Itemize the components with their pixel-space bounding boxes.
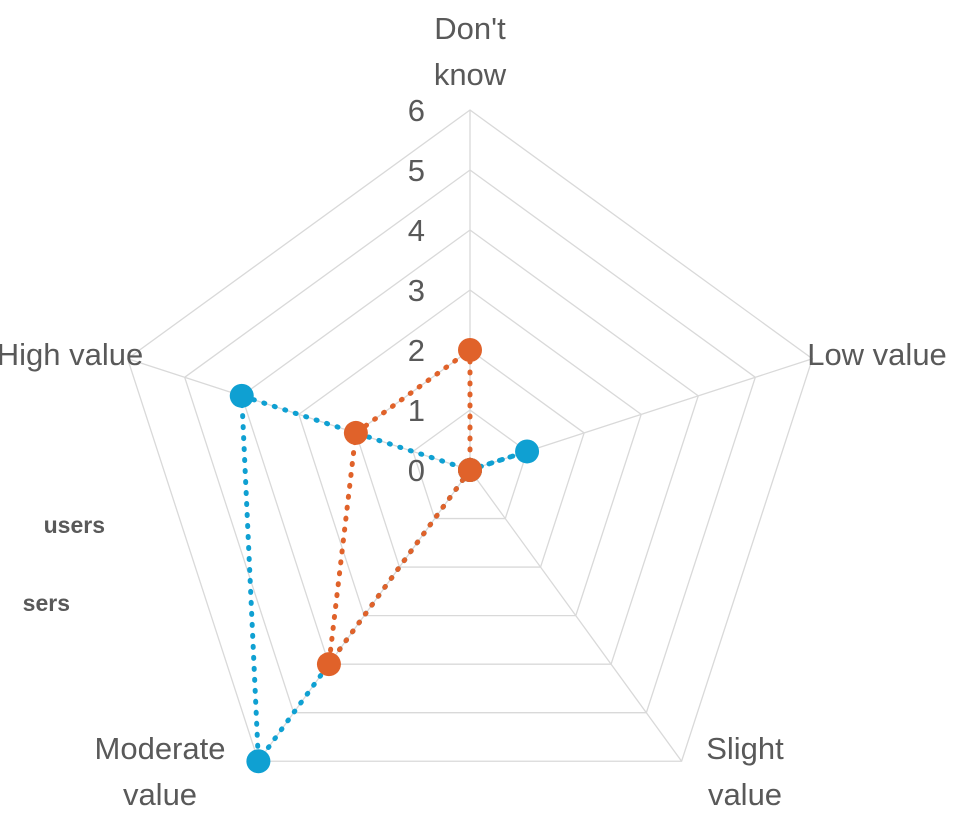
r-tick-label: 3 — [408, 273, 425, 308]
r-tick-label: 1 — [408, 393, 425, 428]
marker — [343, 420, 368, 445]
marker — [246, 749, 271, 774]
legend-label: sers — [23, 590, 70, 616]
marker — [229, 383, 254, 408]
grid-ring — [126, 109, 814, 762]
r-tick-label: 4 — [408, 213, 425, 248]
marker — [515, 439, 540, 464]
r-tick-label: 6 — [408, 93, 425, 128]
r-tick-label: 2 — [408, 333, 425, 368]
r-tick-label: 5 — [408, 153, 425, 188]
marker — [316, 652, 341, 677]
category-label: Moderate value — [94, 731, 226, 812]
r-tick-label: 0 — [408, 453, 425, 488]
spoke — [469, 469, 683, 762]
category-label: Low value — [807, 337, 947, 372]
series-line — [325, 345, 473, 674]
grid-ring — [240, 229, 700, 665]
marker — [458, 338, 482, 362]
grid-ring — [298, 289, 642, 617]
grid-ring — [183, 169, 757, 714]
series-line — [239, 392, 528, 769]
legend-label: users — [44, 512, 105, 538]
category-label: Slight value — [706, 731, 784, 812]
category-label: High value — [0, 337, 144, 372]
marker — [458, 458, 482, 482]
category-label: Don't know — [433, 11, 507, 92]
